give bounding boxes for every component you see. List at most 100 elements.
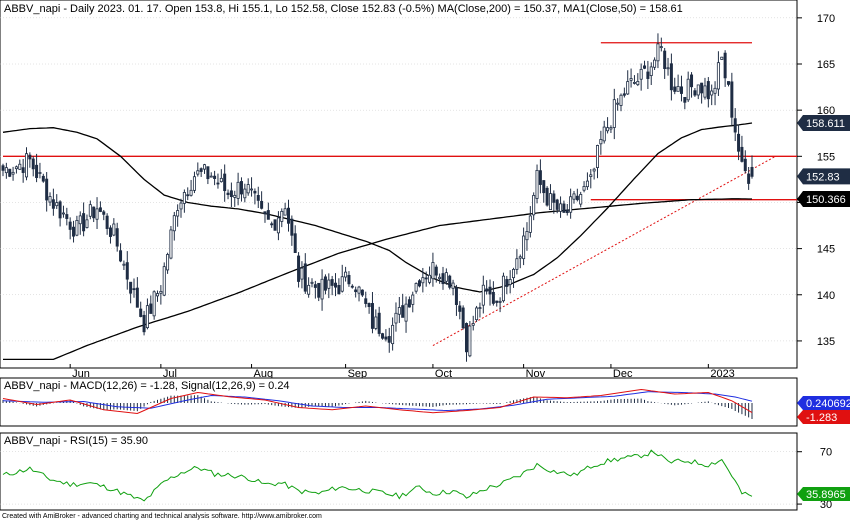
candle: [25, 147, 29, 181]
date-tick-label: Jun: [72, 368, 90, 380]
ma200-line: [3, 198, 752, 361]
candle: [317, 282, 321, 302]
candle: [478, 302, 482, 318]
candle: [448, 274, 452, 290]
macd-plot-area: [0, 377, 798, 427]
candle: [740, 135, 744, 163]
candle: [35, 153, 39, 183]
candle: [65, 207, 69, 226]
candle: [656, 33, 660, 69]
candle: [219, 169, 223, 183]
candle: [108, 225, 112, 244]
candle: [606, 117, 610, 134]
candle: [559, 196, 563, 218]
candle: [468, 320, 472, 358]
candle: [743, 150, 747, 174]
candle: [421, 267, 425, 293]
candle: [501, 272, 505, 303]
macd-tag: 0.240692: [797, 396, 850, 410]
candle: [626, 70, 630, 96]
candle: [592, 167, 596, 180]
price-panel: 170165160155150145140135 JunJulAugSepOct…: [0, 0, 850, 380]
price-tag-label: 150.366: [806, 194, 846, 206]
candle: [575, 188, 579, 202]
candle: [720, 56, 724, 60]
candle: [283, 202, 287, 216]
candle: [223, 164, 227, 202]
rsi-tags: 35.8965: [797, 487, 850, 501]
candle: [344, 266, 348, 282]
rsi-grid: [0, 451, 797, 505]
candle: [58, 200, 62, 227]
candle: [350, 284, 354, 289]
candle: [360, 289, 364, 297]
price-tag: 152.83: [797, 168, 850, 185]
candle: [636, 73, 640, 87]
candle: [394, 302, 398, 332]
candle: [169, 226, 173, 260]
candle: [85, 214, 89, 229]
price-tag: 158.611: [797, 114, 850, 131]
candle: [737, 124, 741, 161]
candle: [4, 162, 8, 179]
candle: [619, 93, 623, 112]
candle: [327, 273, 331, 299]
macd-tag-label: 0.240692: [806, 398, 850, 410]
date-x-axis: Jun Jul Aug Sep Oct Nov Dec 2023: [69, 364, 735, 380]
footer-credit: Created with AmiBroker - advanced charti…: [2, 513, 322, 520]
candle: [407, 296, 411, 308]
candle: [250, 177, 254, 197]
candle: [320, 269, 324, 311]
rsi-line: [2, 449, 753, 502]
candle: [132, 278, 136, 298]
candle: [92, 206, 96, 223]
candle: [424, 271, 428, 287]
candle: [55, 194, 59, 209]
candle: [172, 211, 176, 241]
candle: [659, 37, 663, 52]
price-y-tick-label: 155: [817, 151, 835, 163]
trendline: [432, 155, 776, 346]
candle: [653, 57, 657, 70]
candle: [246, 178, 250, 196]
candle: [726, 81, 730, 87]
candle: [679, 75, 683, 102]
candle: [307, 277, 311, 298]
candle: [182, 189, 186, 213]
candle: [129, 281, 133, 304]
candle: [229, 182, 233, 208]
candle: [162, 262, 166, 297]
candle: [122, 260, 126, 270]
candle: [602, 120, 606, 144]
candle: [391, 317, 395, 351]
candle: [465, 322, 469, 362]
candle: [72, 220, 76, 243]
ma50-line: [2, 122, 753, 293]
candle: [216, 173, 220, 189]
rsi-y-tick-label: 30: [820, 499, 832, 511]
candle: [538, 159, 542, 194]
candle: [434, 264, 438, 283]
candle: [505, 275, 509, 295]
candle: [750, 155, 754, 179]
candle: [512, 267, 516, 288]
candle: [683, 97, 687, 110]
candle: [95, 197, 99, 229]
candle: [417, 279, 421, 288]
candle: [263, 211, 267, 223]
candle: [643, 60, 647, 70]
candle: [293, 225, 297, 253]
candle: [159, 285, 163, 305]
candle: [569, 188, 573, 219]
candle: [579, 191, 583, 208]
rsi-title: ABBV_napi - RSI(15) = 35.90: [4, 435, 148, 447]
candle: [239, 177, 243, 202]
price-y-tick-label: 165: [817, 59, 835, 71]
macd-panel: 0.240692 -1.283 ABBV_napi - MACD(12,26) =…: [0, 377, 850, 427]
candle: [374, 309, 378, 331]
candle: [649, 62, 653, 85]
price-tag-label: 158.611: [806, 118, 845, 130]
candle: [300, 261, 304, 289]
support-trendline: [432, 155, 776, 346]
candle: [88, 200, 92, 220]
